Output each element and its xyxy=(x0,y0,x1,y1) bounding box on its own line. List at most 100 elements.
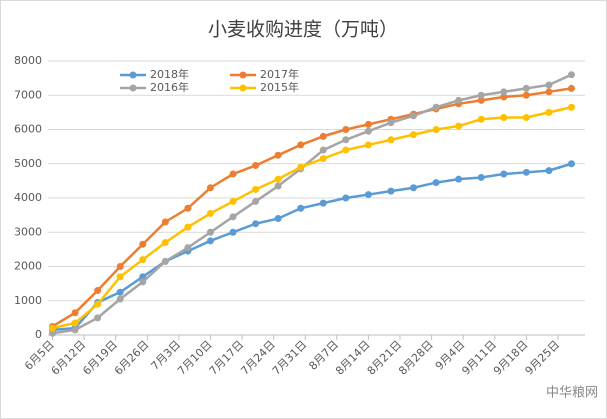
data-point xyxy=(319,155,327,163)
legend-marker xyxy=(129,84,137,92)
data-point xyxy=(319,146,327,154)
data-point xyxy=(161,218,169,226)
legend-marker xyxy=(239,71,247,79)
y-tick-label: 6000 xyxy=(14,123,42,136)
data-point xyxy=(229,197,237,205)
y-tick-label: 2000 xyxy=(14,260,42,273)
data-point xyxy=(274,215,282,223)
data-point xyxy=(432,103,440,111)
legend-label: 2018年 xyxy=(150,67,189,81)
y-tick-label: 8000 xyxy=(14,54,42,67)
data-point xyxy=(252,161,260,169)
chart-title: 小麦收购进度（万吨） xyxy=(208,19,398,41)
data-point xyxy=(364,127,372,135)
data-point xyxy=(116,273,124,281)
data-point xyxy=(477,91,485,99)
data-point xyxy=(522,114,530,122)
data-point xyxy=(342,146,350,154)
data-point xyxy=(252,220,260,228)
data-point xyxy=(252,197,260,205)
data-point xyxy=(206,228,214,236)
legend-marker xyxy=(239,84,247,92)
data-point xyxy=(342,194,350,202)
data-point xyxy=(139,278,147,286)
y-tick-label: 5000 xyxy=(14,157,42,170)
series-line xyxy=(51,87,572,328)
data-point xyxy=(206,237,214,245)
data-point xyxy=(387,136,395,144)
data-point xyxy=(116,288,124,296)
data-point xyxy=(455,175,463,183)
data-point xyxy=(49,329,57,337)
data-point xyxy=(477,96,485,104)
data-point xyxy=(274,151,282,159)
data-point xyxy=(522,84,530,92)
data-point xyxy=(139,240,147,248)
data-point xyxy=(71,326,79,334)
data-point xyxy=(319,199,327,207)
data-point xyxy=(432,126,440,133)
y-tick-label: 1000 xyxy=(14,294,42,307)
y-tick-label: 7000 xyxy=(14,88,42,101)
data-point xyxy=(229,170,237,178)
legend-marker xyxy=(129,71,137,79)
data-point xyxy=(274,182,282,190)
series-line xyxy=(52,73,572,335)
data-point xyxy=(229,213,237,221)
data-point xyxy=(364,120,372,128)
y-tick-label: 3000 xyxy=(14,225,42,238)
data-point xyxy=(410,184,418,192)
data-point xyxy=(94,286,102,294)
data-point xyxy=(206,209,214,217)
data-point xyxy=(500,170,508,178)
series-line xyxy=(52,162,572,332)
data-point xyxy=(184,223,192,231)
data-point xyxy=(252,185,260,193)
data-point xyxy=(500,114,508,122)
data-point xyxy=(455,96,463,104)
data-point xyxy=(297,141,305,149)
data-point xyxy=(455,122,463,130)
legend-label: 2015年 xyxy=(260,80,299,94)
data-point xyxy=(545,81,553,89)
data-point xyxy=(545,108,553,116)
data-point xyxy=(500,88,508,96)
data-point xyxy=(545,167,553,175)
data-point xyxy=(410,131,418,139)
data-point xyxy=(229,228,237,236)
data-point xyxy=(410,112,418,120)
data-point xyxy=(94,314,102,322)
data-point xyxy=(545,88,553,96)
data-point xyxy=(71,319,79,327)
watermark: 中华粮网 xyxy=(546,386,598,401)
data-point xyxy=(364,191,372,199)
data-point xyxy=(342,126,350,133)
data-point xyxy=(387,119,395,127)
data-point xyxy=(274,175,282,183)
legend-label: 2016年 xyxy=(150,80,189,94)
y-tick-label: 4000 xyxy=(14,191,42,204)
data-point xyxy=(522,91,530,99)
data-point xyxy=(477,173,485,181)
data-point xyxy=(184,244,192,252)
data-point xyxy=(342,136,350,144)
data-point xyxy=(364,141,372,149)
data-point xyxy=(139,256,147,264)
data-point xyxy=(567,84,575,92)
data-point xyxy=(567,103,575,111)
y-tick-label: 0 xyxy=(35,328,42,341)
data-point xyxy=(432,179,440,187)
data-point xyxy=(567,160,575,168)
data-point xyxy=(116,295,124,303)
data-point xyxy=(49,324,57,332)
data-point xyxy=(206,184,214,192)
data-point xyxy=(116,263,124,270)
data-point xyxy=(500,93,508,101)
data-point xyxy=(161,239,169,247)
data-point xyxy=(161,257,169,265)
data-point xyxy=(71,309,79,317)
data-point xyxy=(297,204,305,212)
data-point xyxy=(94,300,102,308)
legend-label: 2017年 xyxy=(260,67,299,81)
